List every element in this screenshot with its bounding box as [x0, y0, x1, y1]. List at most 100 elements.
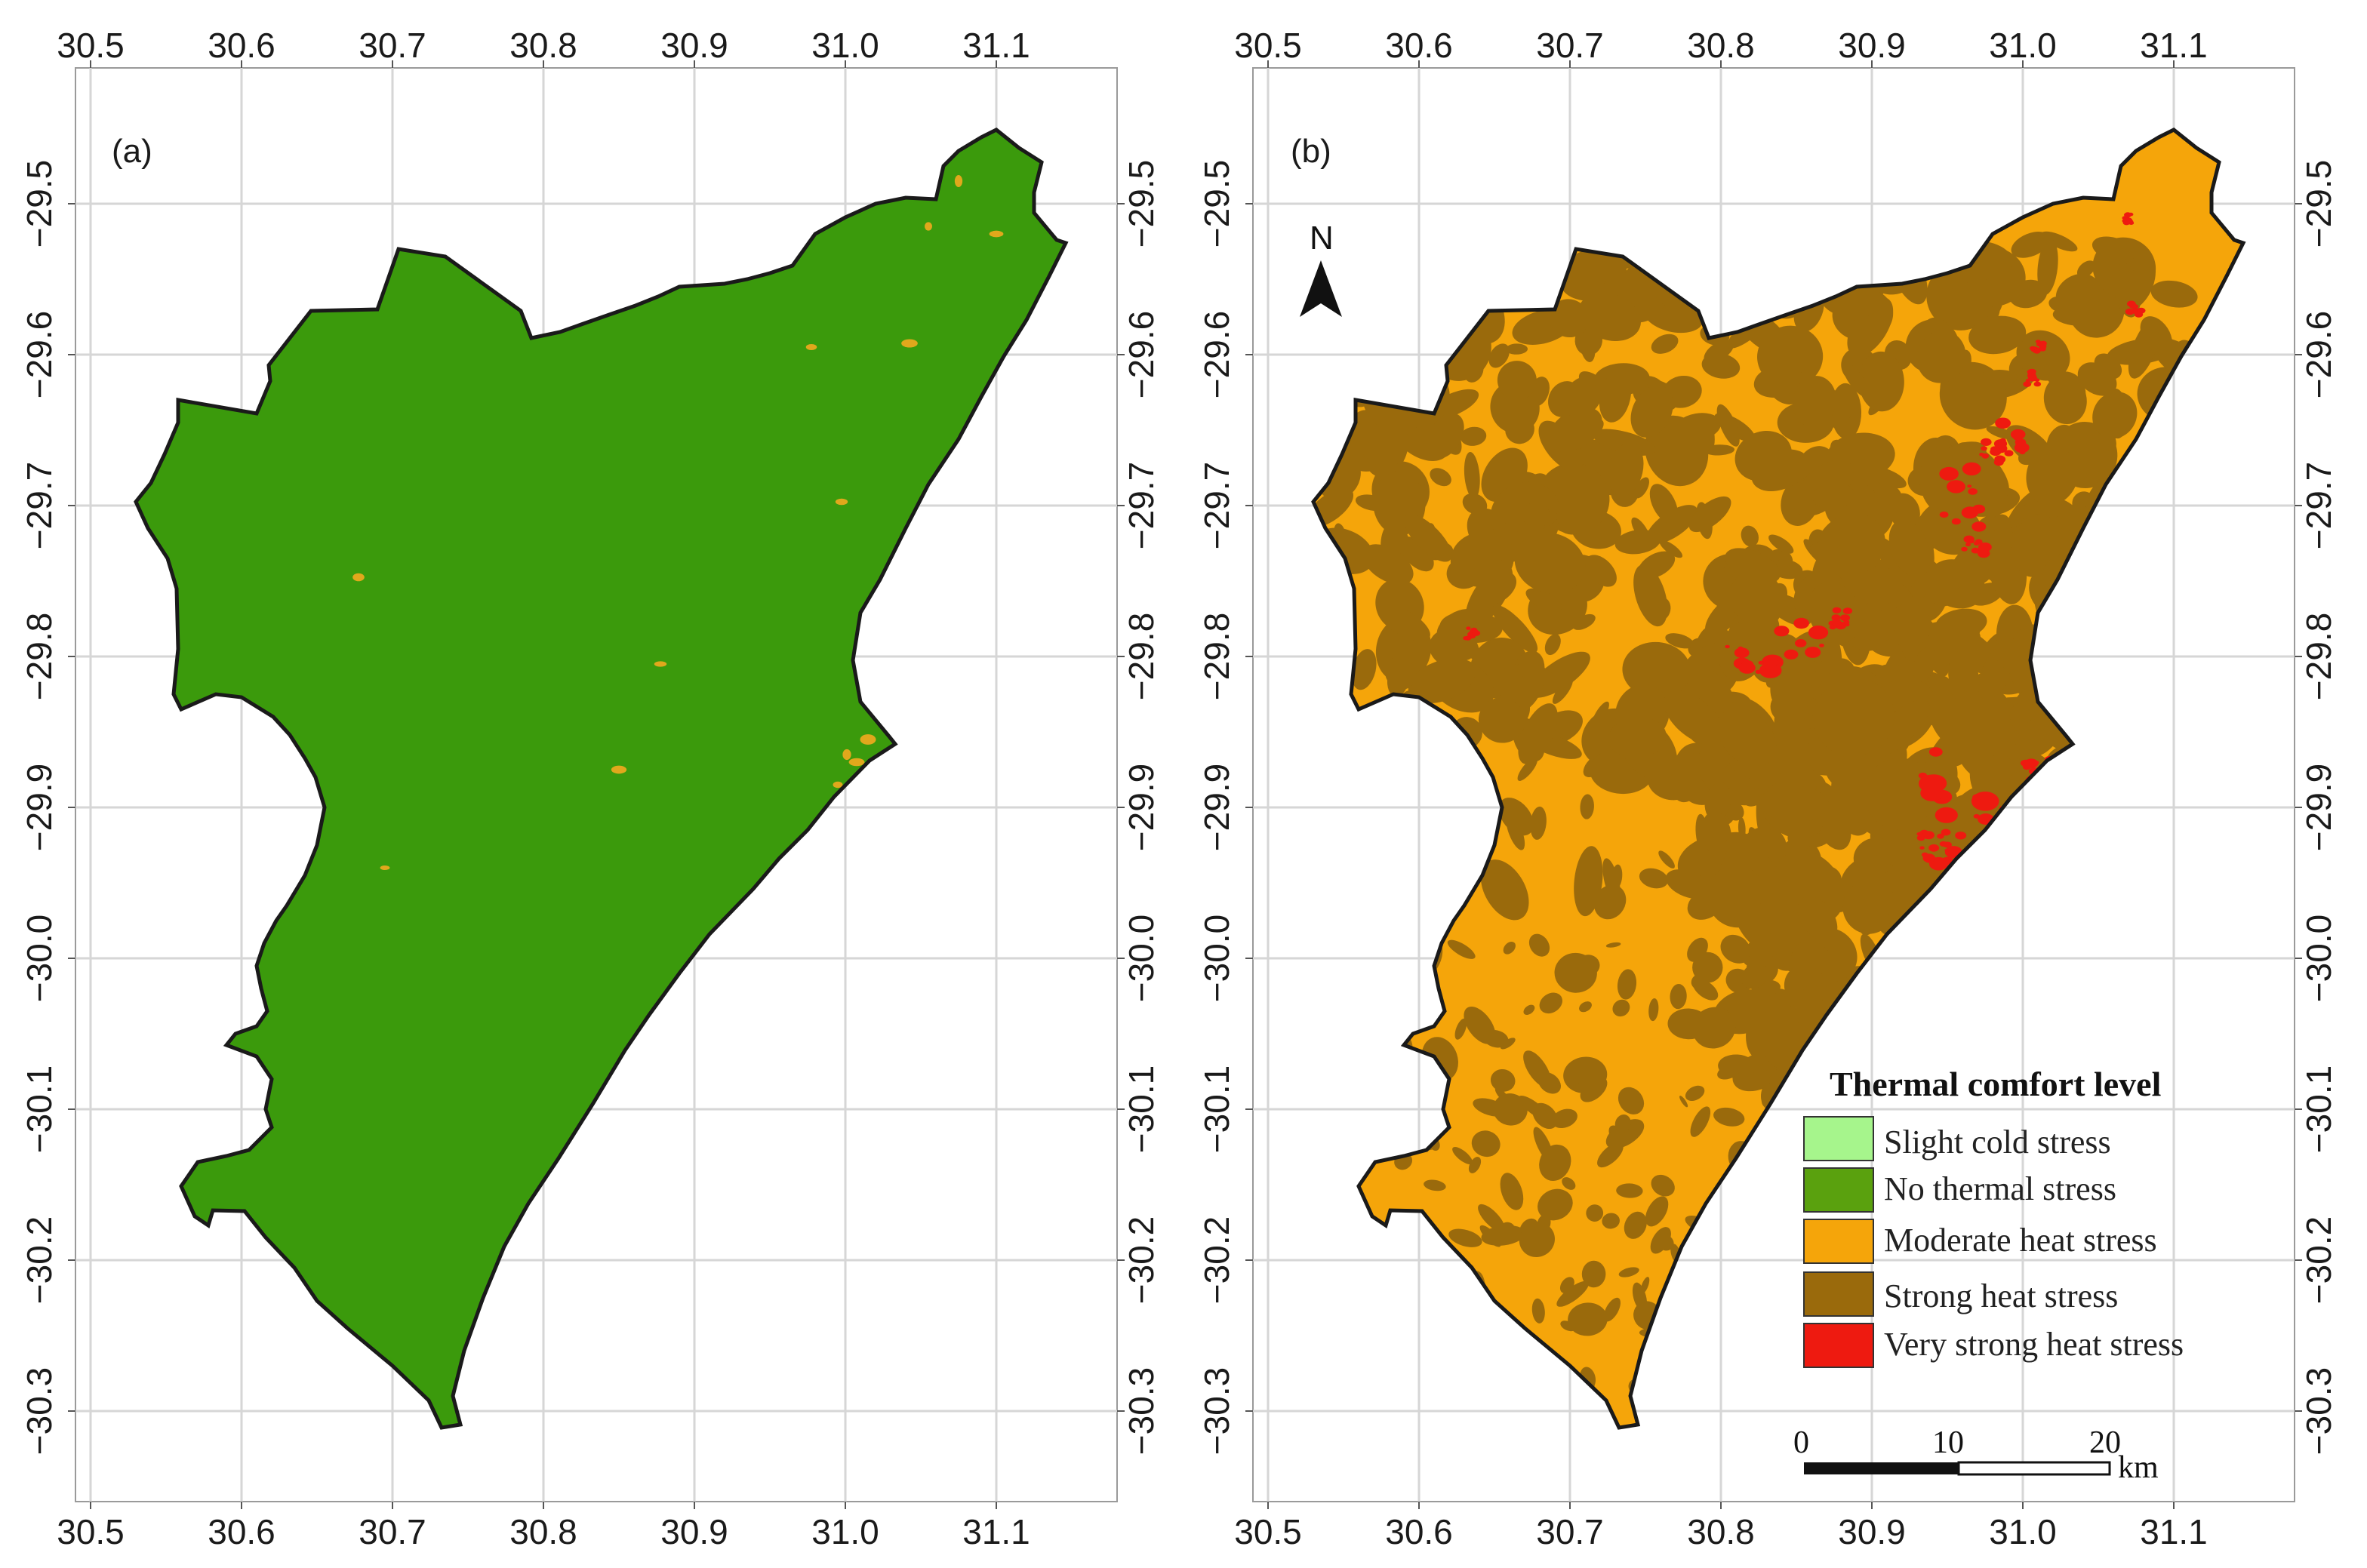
strong-heat-patch: [1873, 663, 1907, 684]
strong-heat-patch: [1618, 1267, 1639, 1277]
strong-heat-patch: [1478, 697, 1525, 743]
very-strong-heat-spot: [1981, 446, 1987, 451]
strong-heat-patch: [1747, 583, 1787, 638]
very-strong-heat-spot: [1963, 535, 1975, 543]
legend-swatch: [1803, 1116, 1874, 1161]
x-tick-label-bottom: 31.1: [962, 1512, 1030, 1551]
strong-heat-patch: [1551, 1108, 1577, 1129]
strong-heat-patch: [2011, 514, 2061, 577]
legend-label: Strong heat stress: [1884, 1277, 2118, 1314]
very-strong-heat-spot: [2128, 220, 2134, 224]
strong-heat-patch: [1602, 1213, 1620, 1229]
x-tick-label-bottom: 30.9: [1838, 1512, 1906, 1551]
legend-label: Moderate heat stress: [1884, 1222, 2157, 1259]
strong-heat-patch: [1377, 604, 1430, 641]
legend-label: Very strong heat stress: [1884, 1326, 2184, 1363]
strong-heat-patch: [1665, 869, 1712, 899]
strong-heat-patch: [1649, 484, 1679, 524]
very-strong-heat-spot: [1939, 511, 1949, 518]
y-tick-label-left: −30.3: [1197, 1367, 1236, 1455]
strong-heat-patch: [1577, 293, 1641, 341]
very-strong-heat-spot: [2023, 381, 2032, 387]
strong-heat-patch: [1617, 969, 1637, 1000]
very-strong-heat-spot: [1793, 617, 1809, 629]
x-tick-label-top: 30.9: [1838, 26, 1906, 65]
strong-heat-patch: [1539, 1144, 1571, 1181]
moderate-heat-spot: [860, 734, 876, 745]
strong-heat-patch: [1751, 449, 1810, 491]
moderate-heat-spot: [954, 175, 963, 187]
strong-heat-patch: [1580, 1077, 1608, 1102]
strong-heat-patch: [1701, 353, 1741, 379]
strong-heat-patch: [1716, 404, 1740, 447]
strong-heat-patch: [1523, 1004, 1535, 1015]
strong-heat-patch: [1518, 1096, 1550, 1121]
strong-heat-patch: [1727, 785, 1757, 806]
very-strong-heat-spot: [1947, 480, 1965, 493]
very-strong-heat-spot: [1939, 466, 1959, 481]
x-tick-label-bottom: 30.7: [1536, 1512, 1604, 1551]
very-strong-heat-spot: [1961, 506, 1979, 519]
strong-heat-patch: [1544, 634, 1561, 656]
strong-heat-patch: [1690, 1106, 1711, 1137]
y-tick-label-right: −29.8: [1122, 613, 1161, 700]
x-tick-label-bottom: 30.7: [359, 1512, 426, 1551]
strong-heat-patch: [2046, 424, 2076, 458]
strong-heat-patch: [1759, 786, 1830, 822]
strong-heat-patch: [1614, 529, 1661, 555]
strong-heat-patch: [1548, 407, 1602, 452]
very-strong-heat-spot: [1774, 626, 1790, 637]
y-tick-label-right: −29.7: [1122, 462, 1161, 549]
moderate-heat-spot: [380, 865, 390, 871]
very-strong-heat-spot: [1979, 453, 1984, 457]
very-strong-heat-spot: [1831, 614, 1841, 621]
very-strong-heat-spot: [2033, 349, 2041, 354]
y-tick-label-left: −30.1: [1197, 1065, 1236, 1153]
strong-heat-patch: [1651, 334, 1679, 354]
strong-heat-patch: [1618, 1087, 1645, 1115]
panel-a-region: [136, 130, 1066, 1428]
strong-heat-patch: [2101, 429, 2116, 452]
very-strong-heat-spot: [1962, 462, 1981, 476]
strong-heat-patch: [1517, 757, 1538, 781]
moderate-heat-spot: [901, 339, 918, 348]
strong-heat-patch: [1741, 962, 1768, 989]
strong-heat-patch: [1913, 647, 1937, 682]
x-tick-label-top: 31.1: [2140, 26, 2208, 65]
strong-heat-patch: [1659, 540, 1683, 558]
strong-heat-patch: [1717, 707, 1777, 767]
legend-swatch: [1803, 1167, 1874, 1213]
very-strong-heat-spot: [1937, 833, 1944, 839]
x-tick-label-top: 30.8: [509, 26, 577, 65]
strong-heat-patch: [1622, 641, 1691, 699]
strong-heat-patch: [2150, 280, 2198, 308]
very-strong-heat-spot: [1990, 447, 2002, 456]
very-strong-heat-spot: [2025, 378, 2031, 383]
y-tick-label-left: −29.8: [20, 613, 59, 700]
very-strong-heat-spot: [1829, 625, 1836, 630]
y-tick-label-left: −29.9: [1197, 764, 1236, 851]
strong-heat-patch: [2037, 238, 2058, 295]
strong-heat-patch: [1586, 1204, 1604, 1222]
very-strong-heat-spot: [1819, 644, 1824, 647]
strong-heat-patch: [1597, 1142, 1624, 1168]
strong-heat-patch: [1452, 1147, 1473, 1164]
strong-heat-patch: [1579, 1001, 1592, 1013]
strong-heat-patch: [1831, 757, 1876, 836]
y-tick-label-left: −29.7: [20, 462, 59, 549]
y-tick-label-left: −29.5: [1197, 160, 1236, 247]
very-strong-heat-spot: [1463, 636, 1469, 641]
x-tick-label-bottom: 30.8: [509, 1512, 577, 1551]
strong-heat-patch: [1829, 658, 1856, 685]
x-tick-label-bottom: 30.8: [1687, 1512, 1755, 1551]
strong-heat-patch: [1603, 1297, 1621, 1322]
strong-heat-patch: [1528, 933, 1550, 957]
strong-heat-patch: [1768, 534, 1794, 554]
very-strong-heat-spot: [1831, 619, 1842, 626]
strong-heat-patch: [1519, 1222, 1555, 1258]
strong-heat-patch: [1500, 1173, 1524, 1210]
x-tick-label-bottom: 30.9: [660, 1512, 728, 1551]
strong-heat-patch: [1664, 690, 1724, 746]
very-strong-heat-spot: [1961, 546, 1968, 552]
strong-heat-patch: [1384, 656, 1416, 690]
